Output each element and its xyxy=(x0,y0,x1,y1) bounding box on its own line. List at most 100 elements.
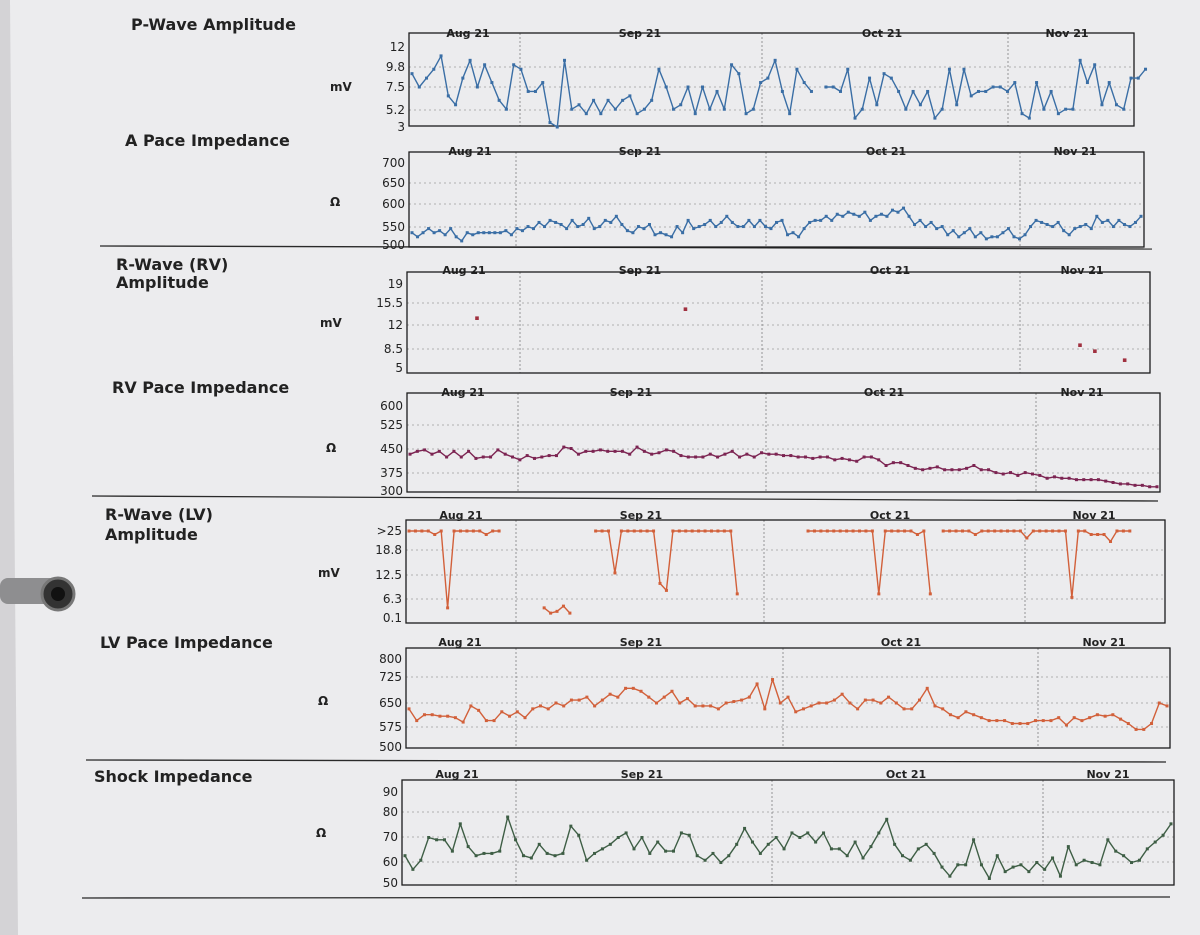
y-tick-label: 600 xyxy=(380,399,403,413)
data-point xyxy=(869,845,873,849)
series-rv-pace xyxy=(408,445,1159,489)
data-point xyxy=(838,89,842,93)
data-point xyxy=(758,851,762,855)
data-point xyxy=(1013,81,1017,85)
data-point xyxy=(782,847,786,851)
data-point xyxy=(1089,478,1093,482)
data-point xyxy=(476,231,480,235)
data-point xyxy=(701,455,705,459)
data-point xyxy=(569,447,573,450)
data-point xyxy=(730,63,734,67)
data-point xyxy=(913,223,917,226)
data-point xyxy=(606,449,610,453)
data-point xyxy=(1025,536,1029,540)
data-point xyxy=(537,220,541,224)
data-point xyxy=(848,701,852,705)
data-point xyxy=(860,107,864,111)
data-point xyxy=(1066,845,1070,849)
data-point xyxy=(964,710,968,714)
data-point xyxy=(1035,861,1039,865)
data-point xyxy=(642,227,646,231)
data-point xyxy=(932,851,936,855)
data-point xyxy=(1018,722,1022,726)
data-point xyxy=(670,235,674,239)
data-point xyxy=(563,58,567,62)
data-point xyxy=(813,218,817,222)
data-point xyxy=(1051,225,1055,229)
data-point xyxy=(1040,220,1044,224)
data-point xyxy=(450,849,454,853)
data-point xyxy=(561,604,565,608)
data-point xyxy=(735,842,739,846)
data-point xyxy=(1074,478,1078,482)
data-point xyxy=(511,455,515,459)
data-point xyxy=(825,701,829,705)
data-point xyxy=(1139,214,1143,218)
data-point xyxy=(835,212,839,216)
data-point xyxy=(554,454,558,458)
data-point xyxy=(570,218,574,222)
data-point xyxy=(972,464,976,467)
data-point xyxy=(1001,472,1005,476)
y-unit-label: mV xyxy=(320,316,343,330)
data-point xyxy=(778,701,782,705)
data-point xyxy=(759,81,763,85)
data-point xyxy=(711,851,715,855)
data-point xyxy=(940,107,944,111)
y-tick-label: 650 xyxy=(379,696,402,710)
data-point xyxy=(548,121,552,125)
data-point xyxy=(1126,722,1130,726)
data-point xyxy=(891,461,895,465)
data-point xyxy=(987,468,991,472)
data-point xyxy=(909,529,913,533)
data-point xyxy=(408,452,412,456)
y-unit-label: mV xyxy=(330,80,353,94)
y-tick-label: 700 xyxy=(382,156,405,170)
y-tick-label: 500 xyxy=(379,740,402,754)
data-point xyxy=(852,212,856,216)
data-point xyxy=(697,529,701,533)
data-point xyxy=(890,529,894,533)
month-label: Sep 21 xyxy=(620,636,662,649)
data-point xyxy=(652,529,656,533)
data-point xyxy=(1114,103,1118,107)
data-point xyxy=(509,233,513,237)
data-point xyxy=(956,716,960,720)
y-tick-label: 19 xyxy=(388,277,403,291)
data-point xyxy=(1111,713,1115,717)
data-point xyxy=(751,107,755,111)
y-tick-label: 800 xyxy=(379,652,402,666)
data-point xyxy=(410,72,414,76)
data-point xyxy=(508,714,512,718)
data-point xyxy=(449,227,453,231)
data-point xyxy=(853,116,857,120)
data-point xyxy=(553,854,557,858)
data-point xyxy=(443,233,447,237)
data-point xyxy=(738,455,742,459)
data-point xyxy=(474,456,478,460)
data-point xyxy=(950,468,954,472)
data-point xyxy=(884,464,888,467)
data-point xyxy=(1096,532,1100,536)
data-point xyxy=(619,529,623,533)
data-point xyxy=(671,529,675,533)
plot-frame xyxy=(408,151,1145,248)
data-point xyxy=(736,225,740,229)
data-point xyxy=(990,235,994,239)
data-point xyxy=(1098,863,1102,867)
data-point xyxy=(671,849,675,853)
data-point xyxy=(599,112,603,116)
data-point xyxy=(1057,529,1061,533)
data-point xyxy=(650,452,654,456)
data-point xyxy=(543,225,547,229)
data-point xyxy=(1083,529,1087,533)
data-point xyxy=(514,838,518,842)
data-point xyxy=(1070,595,1074,599)
data-point xyxy=(1088,716,1092,720)
data-point xyxy=(497,98,501,102)
data-point xyxy=(437,449,441,453)
data-point xyxy=(452,529,456,533)
data-point xyxy=(747,218,751,222)
data-point xyxy=(893,842,897,846)
data-point xyxy=(523,716,527,720)
